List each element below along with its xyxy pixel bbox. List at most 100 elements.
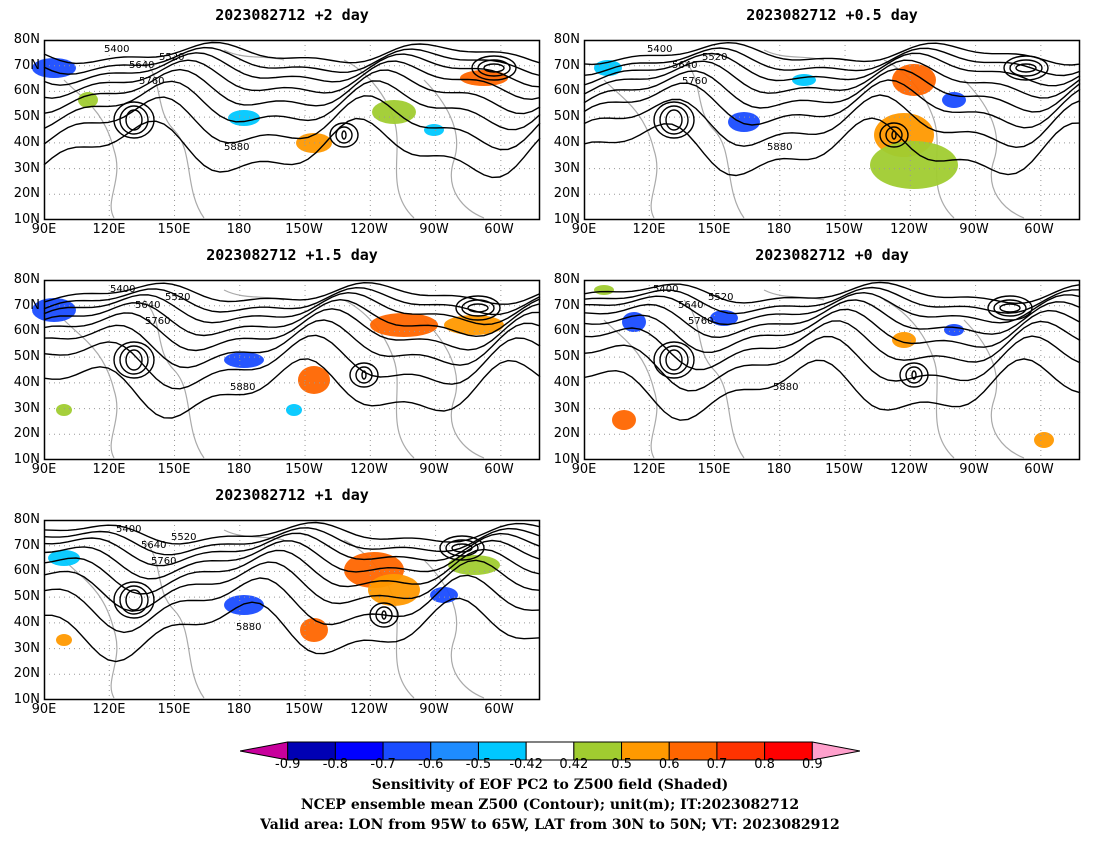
z500-closed-contour [335, 126, 353, 144]
lon-label: 120W [890, 222, 928, 237]
z500-closed-contour [451, 543, 473, 553]
z500-closed-contour [1003, 55, 1049, 81]
z500-closed-contour [125, 109, 143, 131]
lon-label: 150W [285, 222, 323, 237]
colorbar [240, 741, 860, 761]
lat-label: 40N [553, 374, 580, 390]
z500-closed-contour [341, 130, 347, 140]
z500-contour [43, 291, 541, 326]
map-frame [43, 39, 541, 221]
sensitivity-shading [430, 587, 458, 603]
colorbar-tick-label: 0.6 [658, 757, 680, 772]
map-frame [43, 519, 541, 701]
contour-label: 5880 [230, 382, 255, 393]
lon-label: 90W [419, 462, 449, 477]
z500-closed-contour [119, 345, 149, 375]
contour-label: 5880 [224, 142, 249, 153]
z500-contour [43, 539, 541, 580]
lat-label: 70N [13, 57, 40, 73]
sensitivity-shading [424, 124, 444, 136]
lon-label: 120W [350, 222, 388, 237]
z500-closed-contour [119, 105, 149, 135]
colorbar-tick-label: -0.9 [275, 757, 301, 772]
z500-contour [583, 52, 1081, 87]
sensitivity-shading [444, 315, 504, 335]
z500-contour [43, 308, 541, 352]
colorbar-tick-label: 0.5 [611, 757, 632, 772]
z500-closed-contour [879, 122, 909, 148]
z500-contour [43, 298, 541, 338]
z500-contour [583, 281, 1081, 305]
z500-closed-contour [1009, 59, 1043, 77]
z500-contour [43, 521, 541, 545]
contour-label: 5760 [688, 316, 713, 327]
z500-closed-contour [349, 362, 379, 388]
lon-label: 60W [1024, 222, 1054, 237]
lon-label: 120E [632, 462, 666, 477]
z500-closed-contour [653, 341, 695, 379]
z500-closed-contour [113, 341, 155, 379]
lat-label: 30N [13, 160, 40, 176]
lon-label: 180 [226, 222, 252, 237]
lon-label: 60W [1024, 462, 1054, 477]
caption-line-1: Sensitivity of EOF PC2 to Z500 field (Sh… [371, 777, 729, 793]
coastline [603, 319, 658, 459]
sensitivity-shading [944, 324, 964, 336]
lat-label: 10N [553, 452, 580, 467]
z500-closed-contour [993, 299, 1027, 317]
coastline [883, 299, 955, 459]
colorbar-tick-label: 0.8 [754, 757, 775, 772]
contour-label: 5520 [708, 292, 733, 303]
lon-label: 90W [959, 462, 989, 477]
coastline [223, 49, 285, 61]
map-plot: 5400 5520 5640 5760 5880 [583, 279, 1081, 461]
map-panel-p05: 5400 5520 5640 5760 5880 [583, 39, 1081, 221]
lat-label: 70N [13, 537, 40, 553]
contour-label: 5400 [110, 284, 135, 295]
lon-label: 150W [825, 222, 863, 237]
caption-line-2: NCEP ensemble mean Z500 (Contour); unit(… [300, 797, 800, 813]
z500-closed-contour [885, 126, 903, 144]
z500-contour [583, 59, 1081, 99]
z500-contour [583, 358, 1081, 421]
z500-contour [43, 527, 541, 556]
z500-closed-contour [113, 581, 155, 619]
map-panel-p0: 5400 5520 5640 5760 5880 [583, 279, 1081, 461]
lon-label: 150W [285, 462, 323, 477]
map-frame [583, 39, 1081, 221]
sensitivity-shading [56, 634, 72, 646]
z500-closed-contour [659, 345, 689, 375]
contour-label: 5400 [647, 44, 672, 55]
sensitivity-shading [870, 141, 958, 189]
contour-label: 5400 [116, 524, 141, 535]
z500-closed-contour [999, 303, 1021, 313]
z500-closed-contour [329, 122, 359, 148]
lon-label: 90W [419, 222, 449, 237]
lat-label: 70N [13, 297, 40, 313]
lon-label: 90E [571, 222, 597, 237]
sensitivity-shading [286, 404, 302, 416]
sensitivity-shading [612, 410, 636, 430]
lon-label: 150E [697, 462, 731, 477]
colorbar-tick-label: 0.42 [559, 757, 589, 772]
z500-contour [583, 286, 1081, 315]
z500-contour [583, 47, 1081, 77]
z500-contour [43, 548, 541, 595]
coastline [223, 529, 285, 541]
lon-label: 150E [157, 462, 191, 477]
lat-label: 30N [553, 160, 580, 176]
coastline [963, 79, 1025, 219]
contour-label: 5640 [129, 60, 154, 71]
z500-contour [583, 68, 1081, 113]
lat-label: 10N [13, 692, 40, 707]
sensitivity-shading [594, 285, 614, 295]
z500-closed-contour [355, 366, 373, 384]
lon-label: 180 [226, 702, 252, 717]
lat-label: 40N [13, 614, 40, 630]
map-frame [583, 279, 1081, 461]
lon-label: 180 [766, 222, 792, 237]
map-background [44, 40, 540, 220]
lat-label: 30N [553, 400, 580, 416]
lat-label: 50N [13, 349, 40, 365]
z500-contour [583, 94, 1081, 149]
